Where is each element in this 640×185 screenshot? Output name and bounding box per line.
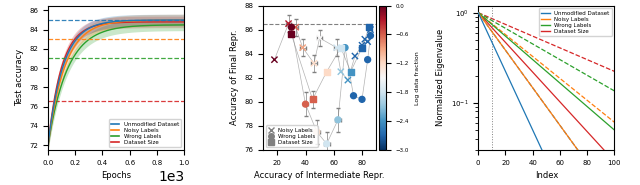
Y-axis label: Normalized Eigenvalue: Normalized Eigenvalue <box>436 29 445 126</box>
X-axis label: Epochs: Epochs <box>101 171 131 180</box>
Legend: Unmodified Dataset, Noisy Labels, Wrong Labels, Dataset Size: Unmodified Dataset, Noisy Labels, Wrong … <box>109 119 181 147</box>
Point <box>321 142 332 145</box>
Legend: Noisy Labels, Wrong Labels, Dataset Size: Noisy Labels, Wrong Labels, Dataset Size <box>266 125 317 147</box>
Point <box>300 103 310 106</box>
Point <box>365 34 376 37</box>
Point <box>333 118 343 121</box>
Point <box>286 26 296 29</box>
X-axis label: Index: Index <box>534 171 558 180</box>
Point <box>309 62 319 65</box>
Point <box>336 70 346 73</box>
Point <box>269 58 280 61</box>
Point <box>357 44 367 47</box>
Point <box>343 79 353 82</box>
Point <box>286 33 296 36</box>
Point <box>348 94 358 97</box>
Y-axis label: Test accuracy: Test accuracy <box>15 49 24 106</box>
Point <box>336 46 346 49</box>
Point <box>307 98 317 101</box>
Point <box>362 40 372 43</box>
Y-axis label: Accuracy of Final Repr.: Accuracy of Final Repr. <box>230 30 239 125</box>
Point <box>298 46 308 49</box>
Point <box>312 130 322 133</box>
Legend: Unmodified Dataset, Noisy Labels, Wrong Labels, Dataset Size: Unmodified Dataset, Noisy Labels, Wrong … <box>539 8 612 36</box>
X-axis label: Accuracy of Intermediate Repr.: Accuracy of Intermediate Repr. <box>254 171 385 180</box>
Point <box>365 28 376 31</box>
Point <box>357 98 367 101</box>
Point <box>346 70 356 73</box>
Point <box>321 70 332 73</box>
Point <box>291 26 301 29</box>
Point <box>314 36 324 39</box>
Point <box>340 46 350 49</box>
Point <box>362 58 372 61</box>
Point <box>284 22 294 25</box>
Point <box>332 46 342 49</box>
Point <box>350 55 360 58</box>
Point <box>357 46 367 49</box>
Point <box>360 38 370 41</box>
Y-axis label: Log data fraction: Log data fraction <box>415 51 420 105</box>
Point <box>364 26 374 29</box>
